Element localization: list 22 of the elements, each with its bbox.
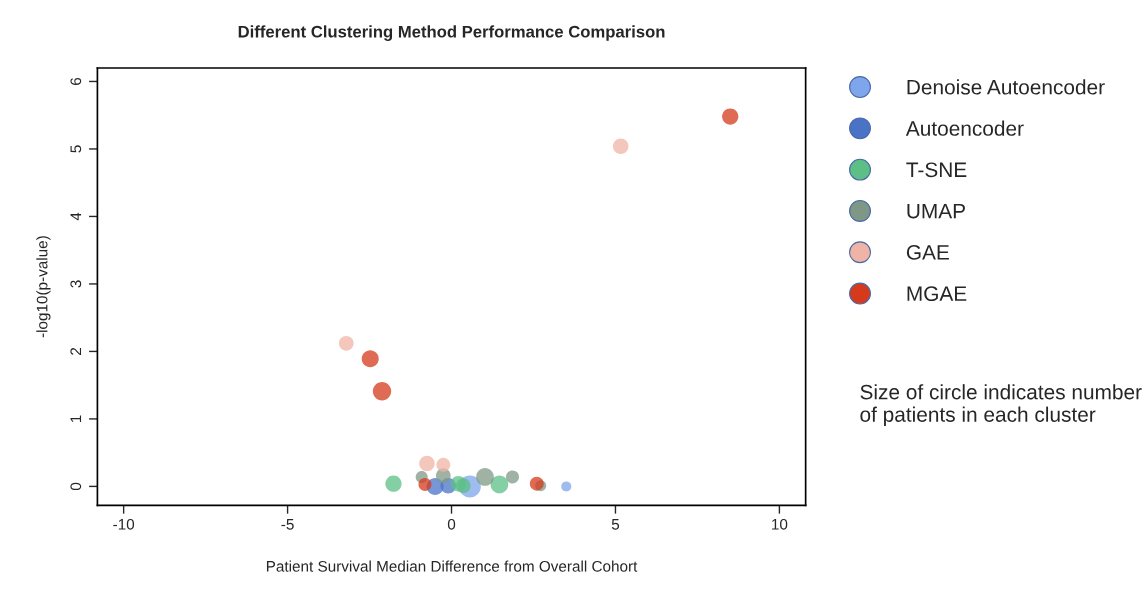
legend-label: Autoencoder [905,120,1024,136]
x-tick-label: 5 [611,519,620,530]
legend-label: Denoise Autoencoder [907,79,1105,95]
y-tick-label: 4 [70,212,82,221]
x-tick-label: -5 [281,519,294,530]
x-tick-label: -10 [113,518,135,530]
y-tick-label: 1 [70,415,82,422]
legend-label: UMAP [907,203,965,219]
y-tick-label: 0 [70,482,82,491]
y-tick-label: 5 [70,145,82,153]
y-tick-label: 3 [70,280,82,288]
legend-label: MGAE [907,286,967,302]
y-tick-label: 2 [70,347,82,355]
x-axis-title: Patient Survival Median Difference from Overall Cohort [266,560,638,572]
y-tick-label: 6 [70,77,82,85]
chart-title: Different Clustering Method Performance Comparison [238,25,665,41]
legend-label: T-SNE [906,162,967,178]
text: Size of circle indicates number of patients in each cluster [860,384,1142,427]
legend-label: GAE [906,244,949,260]
x-tick-label: 10 [772,518,788,530]
y-axis-title: -log10(p-value) [36,236,51,338]
x-tick-label: 0 [447,518,456,530]
